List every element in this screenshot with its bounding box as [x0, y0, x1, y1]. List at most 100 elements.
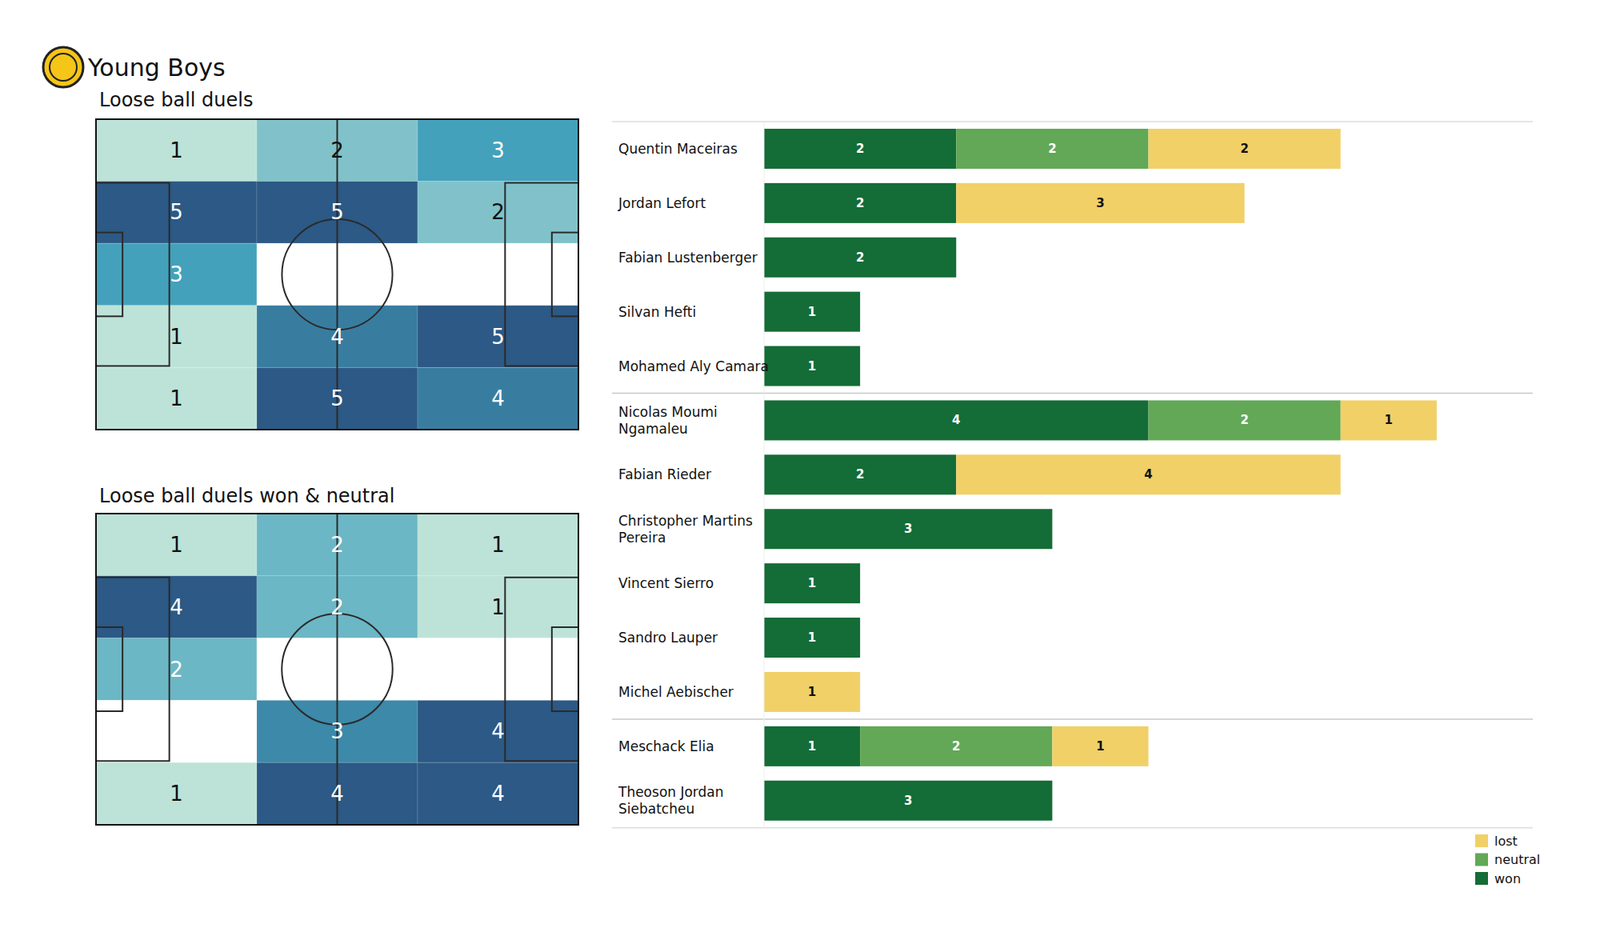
heat-cell — [417, 513, 579, 576]
label-line: Vincent Sierro — [618, 575, 714, 592]
bar-segment — [764, 672, 860, 712]
bar-segment — [764, 726, 860, 767]
cell-label: 4 — [330, 781, 344, 806]
legend-label: lost — [1494, 833, 1518, 849]
data-label: 1 — [808, 739, 816, 754]
heat-cell — [96, 305, 257, 368]
bar-segment — [1340, 400, 1437, 440]
label-line: Theoson Jordan — [617, 784, 724, 800]
bar-segment — [1052, 726, 1148, 767]
data-label: 1 — [808, 576, 816, 591]
category-label: Quentin Maceiras — [618, 140, 738, 157]
heat-cell — [96, 762, 257, 825]
bar-segment — [764, 563, 860, 604]
cell-label: 1 — [169, 138, 184, 163]
category-label: Fabian Lustenberger — [618, 249, 758, 266]
heat-cell — [417, 638, 579, 701]
data-label: 3 — [904, 793, 912, 808]
bar-segment — [764, 400, 1149, 440]
bar-segment — [1052, 780, 1053, 821]
data-label: 1 — [808, 359, 816, 374]
bar-segment — [764, 292, 860, 332]
data-label: 2 — [856, 250, 864, 265]
pitch-outline — [96, 513, 579, 825]
cell-label: 1 — [169, 532, 184, 557]
cell-label: 5 — [491, 324, 505, 349]
legend-label: won — [1494, 871, 1521, 887]
label-line: Pereira — [618, 529, 666, 546]
data-label: 1 — [1096, 739, 1104, 754]
cell-label: 4 — [491, 386, 505, 411]
heat-cell — [417, 243, 579, 306]
six-yard-box — [552, 627, 579, 712]
label-line: Fabian Lustenberger — [618, 249, 758, 266]
cell-label: 4 — [491, 781, 505, 806]
cell-label: 5 — [169, 200, 184, 224]
separator — [612, 120, 1533, 123]
heat-cell — [417, 700, 579, 763]
penalty-box — [504, 577, 579, 762]
heat-cell — [96, 181, 257, 244]
category-label: Theoson JordanSiebatcheu — [617, 784, 724, 817]
data-label: 1 — [1384, 412, 1393, 428]
heat-cell — [96, 119, 257, 182]
data-label: 2 — [1048, 141, 1056, 156]
cell-label: 1 — [491, 595, 505, 620]
cell-label: 4 — [491, 719, 505, 744]
heat-cell — [96, 700, 257, 763]
pitch-lines — [96, 513, 579, 825]
heat-cell — [417, 762, 579, 825]
six-yard-box — [96, 232, 123, 317]
data-label: 2 — [1240, 412, 1248, 428]
bar-segment — [956, 237, 957, 278]
cell-label: 3 — [169, 262, 184, 287]
six-yard-box — [96, 627, 123, 712]
pitch-lines — [96, 119, 579, 430]
pitch-outline — [96, 119, 579, 430]
category-label: Michel Aebischer — [618, 684, 734, 700]
label-line: Ngamaleu — [618, 420, 688, 437]
cell-label: 2 — [330, 532, 344, 557]
heat-cell — [417, 119, 579, 182]
bar-segment — [860, 292, 861, 332]
bar-segment — [1148, 128, 1341, 169]
cell-label: 1 — [491, 532, 505, 557]
bar-segment — [1052, 508, 1053, 549]
data-label: 2 — [856, 141, 864, 156]
heatmap: Loose ball duels won & neutral1214212341… — [96, 484, 579, 825]
penalty-box — [504, 183, 579, 367]
bar-segment — [956, 183, 1244, 224]
heat-cell — [96, 513, 257, 576]
bar-segment — [764, 183, 956, 224]
bar-segment — [860, 563, 861, 604]
legend-swatch — [1475, 834, 1488, 848]
heat-cell — [417, 181, 579, 244]
label-line: Silvan Hefti — [618, 304, 696, 320]
chart-root: Young BoysLoose ball duels1235523145154L… — [0, 0, 1600, 940]
cell-label: 1 — [169, 386, 184, 411]
axis-line — [764, 121, 765, 828]
title: Young Boys — [87, 53, 226, 82]
heat-cell — [96, 576, 257, 639]
halfway-line — [336, 513, 339, 825]
bar-segment — [764, 454, 956, 495]
legend-swatch — [1475, 853, 1488, 867]
label-line: Jordan Lefort — [617, 195, 706, 212]
data-label: 2 — [1240, 141, 1248, 156]
halfway-line — [336, 119, 339, 430]
bar-segment — [764, 508, 1052, 549]
heat-cell — [96, 243, 257, 306]
cell-label: 1 — [169, 781, 184, 806]
label-line: Christopher Martins — [618, 512, 753, 529]
bar-segment — [956, 237, 957, 278]
category-label: Silvan Hefti — [618, 304, 696, 320]
bar-segment — [860, 726, 1052, 767]
cell-label: 4 — [330, 324, 344, 349]
bar-segment — [764, 780, 1052, 821]
heatmap-title: Loose ball duels won & neutral — [99, 484, 395, 508]
label-line: Michel Aebischer — [618, 684, 734, 700]
data-label: 4 — [952, 412, 960, 428]
category-label: Mohamed Aly Camara — [618, 358, 769, 375]
category-label: Jordan Lefort — [617, 195, 706, 212]
penalty-box — [96, 577, 170, 762]
